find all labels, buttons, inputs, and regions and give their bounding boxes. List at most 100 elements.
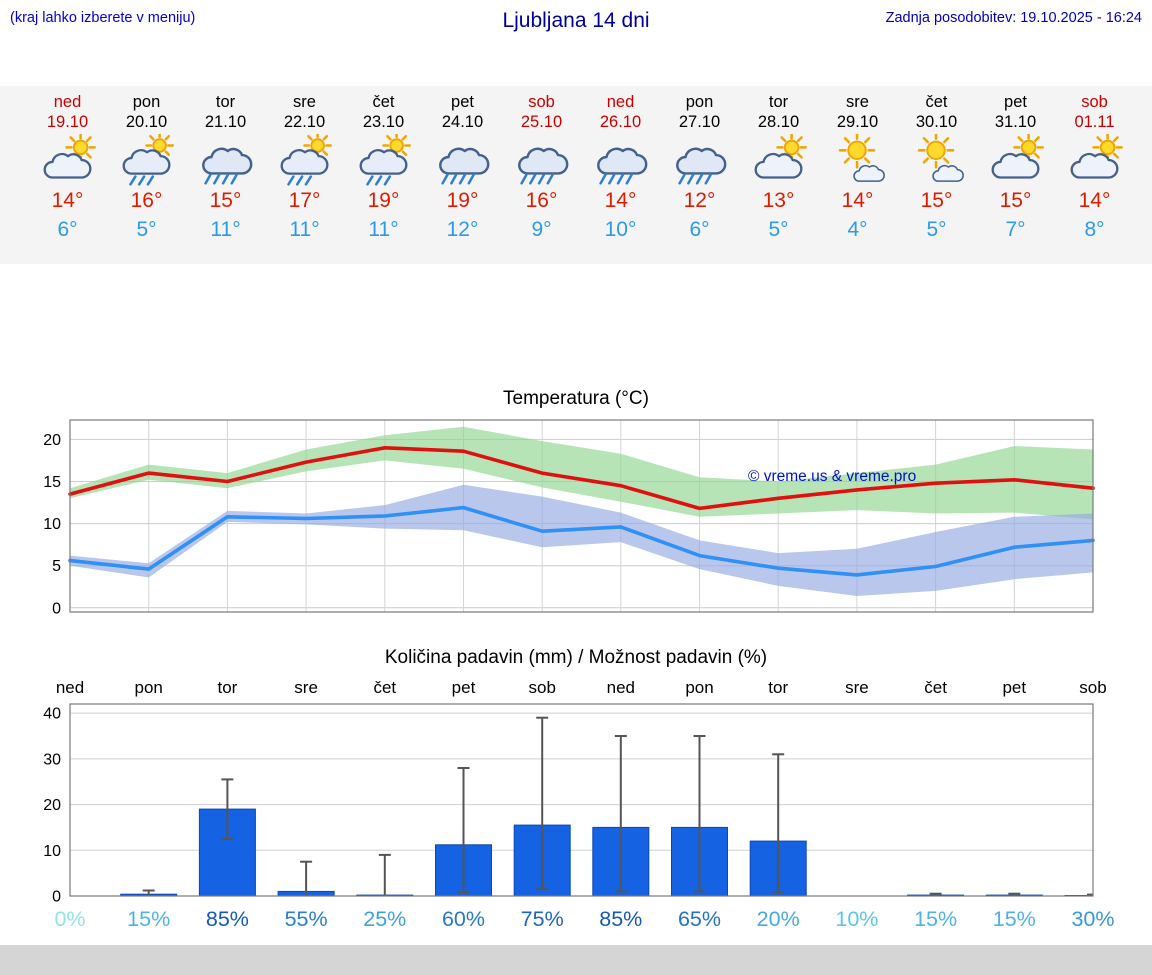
day-max-temp: 13° <box>762 189 795 212</box>
precip-day-label: tor <box>768 678 788 697</box>
forecast-day-20-10: pon 20.10 16° 5° <box>107 86 186 264</box>
day-max-temp: 15° <box>209 189 242 212</box>
forecast-day-31-10: pet 31.10 15° 7° <box>976 86 1055 264</box>
day-date: 20.10 <box>125 113 168 131</box>
weather-icon-cloud-rain <box>430 134 496 188</box>
temp-y-axis-label: 15 <box>43 474 61 491</box>
forecast-day-30-10: čet 30.10 15° 5° <box>897 86 976 264</box>
day-name: tor <box>768 93 789 111</box>
precip-day-label: čet <box>373 678 396 697</box>
precip-day-label: sre <box>294 678 318 697</box>
precip-day-label: pet <box>1002 678 1026 697</box>
forecast-day-19-10: ned 19.10 14° 6° <box>28 86 107 264</box>
precipitation-chart-section: Količina padavin (mm) / Možnost padavin … <box>0 647 1152 936</box>
header: (kraj lahko izberete v meniju) Ljubljana… <box>0 0 1152 50</box>
day-name: sob <box>528 93 555 111</box>
day-min-temp: 11° <box>289 218 320 241</box>
day-max-temp: 16° <box>130 189 163 212</box>
forecast-strip: ned 19.10 14° 6° pon 20.10 16° 5° tor 21.10 15°… <box>0 86 1152 264</box>
day-min-temp: 11° <box>210 218 241 241</box>
precip-day-label: pon <box>135 678 163 697</box>
min-temp-line <box>68 505 1095 577</box>
day-name: sre <box>846 93 869 111</box>
temp-y-axis-label: 5 <box>52 558 61 575</box>
precip-probability: 15% <box>127 907 170 931</box>
precip-probability: 25% <box>363 907 406 931</box>
forecast-day-29-10: sre 29.10 14° 4° <box>818 86 897 264</box>
weather-icon-sun-cloud-rain <box>114 131 180 188</box>
precipitation-chart: ned pon tor sre čet pet sob ned pon tor sre čet pet s… <box>43 678 1114 931</box>
precip-day-label: sre <box>845 678 869 697</box>
forecast-day-27-10: pon 27.10 12° 6° <box>660 86 739 264</box>
temp-y-axis-label: 0 <box>52 600 61 617</box>
precip-probability: 60% <box>442 907 485 931</box>
precip-day-label: ned <box>56 678 84 697</box>
day-date: 23.10 <box>362 113 405 131</box>
day-date: 01.11 <box>1074 113 1115 131</box>
precip-day-label: sob <box>528 678 555 697</box>
day-min-temp: 6° <box>57 218 78 241</box>
weather-icon-sun-cloud-rain <box>351 131 417 188</box>
precip-day-label: tor <box>217 678 237 697</box>
precip-probability: 20% <box>757 907 800 931</box>
day-max-temp: 15° <box>999 189 1032 212</box>
weather-icon-cloud-rain <box>588 134 654 188</box>
precip-y-axis-label: 0 <box>52 889 61 906</box>
weather-icon-sun-cloud <box>35 132 101 188</box>
day-name: pet <box>451 93 474 111</box>
precip-day-label: pon <box>685 678 713 697</box>
day-max-temp: 14° <box>841 189 874 212</box>
spacer <box>0 264 1152 388</box>
day-date: 27.10 <box>678 113 721 131</box>
precip-probability: 0% <box>54 907 85 931</box>
weather-icon-sun-small-cloud <box>904 132 970 188</box>
weather-icon-sun-cloud <box>1062 132 1128 188</box>
day-max-temp: 16° <box>525 189 558 212</box>
precip-day-label: čet <box>924 678 947 697</box>
day-min-temp: 11° <box>368 218 399 241</box>
forecast-day-22-10: sre 22.10 17° 11° <box>265 86 344 264</box>
day-max-temp: 14° <box>604 189 637 212</box>
precip-probability: 55% <box>285 907 328 931</box>
temperature-chart-title: Temperatura (°C) <box>503 388 649 409</box>
precip-y-axis-label: 30 <box>43 751 61 768</box>
day-date: 24.10 <box>441 113 484 131</box>
temperature-chart-section: Temperatura (°C) 0 5 10 15 20 © vreme.us & vr… <box>0 388 1152 627</box>
day-min-temp: 10° <box>604 218 637 241</box>
precip-probability: 75% <box>521 907 564 931</box>
last-update: Zadnja posodobitev: 19.10.2025 - 16:24 <box>885 10 1142 26</box>
footer-bar <box>0 945 1152 975</box>
day-name: čet <box>372 93 395 111</box>
day-min-temp: 5° <box>768 218 789 241</box>
day-min-temp: 12° <box>446 218 479 241</box>
weather-icon-sun-cloud <box>983 132 1049 188</box>
temp-y-axis-label: 10 <box>43 516 61 533</box>
day-date: 26.10 <box>599 113 642 131</box>
weather-icon-sun-small-cloud <box>825 132 891 188</box>
day-date: 28.10 <box>757 113 800 131</box>
precip-probability: 15% <box>993 907 1036 931</box>
precip-y-axis-label: 10 <box>43 843 61 860</box>
day-max-temp: 15° <box>920 189 953 212</box>
forecast-day-01-11: sob 01.11 14° 8° <box>1055 86 1134 264</box>
day-min-temp: 8° <box>1084 218 1105 241</box>
day-name: tor <box>215 93 236 111</box>
precip-day-label: pet <box>452 678 476 697</box>
weather-icon-sun-cloud <box>746 132 812 188</box>
day-name: pet <box>1004 93 1027 111</box>
day-date: 21.10 <box>204 113 247 131</box>
location-menu-note: (kraj lahko izberete v meniju) <box>10 10 196 26</box>
day-max-temp: 14° <box>51 189 84 212</box>
day-min-temp: 5° <box>136 218 157 241</box>
min-temp-range-band <box>70 484 1093 596</box>
precipitation-chart-title: Količina padavin (mm) / Možnost padavin … <box>384 647 768 668</box>
day-name: ned <box>53 93 82 111</box>
precip-probability: 85% <box>206 907 249 931</box>
watermark: © vreme.us & vreme.pro <box>748 468 916 485</box>
forecast-day-21-10: tor 21.10 15° 11° <box>186 86 265 264</box>
precip-y-axis-label: 20 <box>43 797 61 814</box>
forecast-day-28-10: tor 28.10 13° 5° <box>739 86 818 264</box>
day-date: 22.10 <box>283 113 326 131</box>
day-name: sre <box>293 93 316 111</box>
